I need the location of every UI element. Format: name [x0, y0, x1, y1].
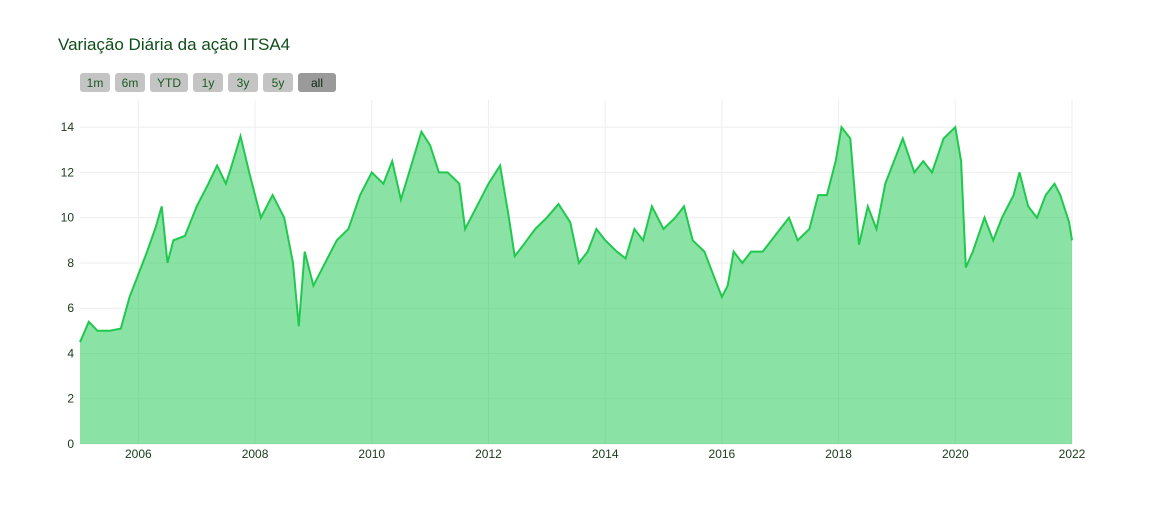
range-button[interactable]: YTD — [150, 73, 188, 92]
button-bg[interactable] — [263, 73, 293, 92]
range-button[interactable]: all — [298, 73, 336, 92]
range-button[interactable]: 6m — [115, 73, 145, 92]
range-button[interactable]: 1y — [193, 73, 223, 92]
y-tick-label: 0 — [67, 437, 74, 451]
area-fill — [80, 127, 1072, 444]
button-label[interactable]: 1y — [202, 76, 215, 90]
chart-title: Variação Diária da ação ITSA4 — [58, 35, 290, 54]
y-tick-label: 2 — [67, 392, 74, 406]
range-button[interactable]: 3y — [228, 73, 258, 92]
button-label[interactable]: 1m — [87, 76, 104, 90]
button-bg[interactable] — [115, 73, 145, 92]
button-bg[interactable] — [193, 73, 223, 92]
area-line — [79, 124, 1073, 343]
button-label[interactable]: YTD — [157, 76, 181, 90]
x-tick-label: 2010 — [358, 447, 385, 461]
button-label[interactable]: all — [311, 76, 323, 90]
button-label[interactable]: 5y — [272, 76, 285, 90]
x-tick-label: 2008 — [242, 447, 269, 461]
button-label[interactable]: 3y — [237, 76, 250, 90]
x-tick-label: 2014 — [592, 447, 619, 461]
y-tick-label: 6 — [67, 301, 74, 315]
x-tick-label: 2022 — [1059, 447, 1086, 461]
x-tick-label: 2018 — [825, 447, 852, 461]
y-tick-label: 8 — [67, 256, 74, 270]
y-tick-label: 12 — [61, 165, 75, 179]
button-label[interactable]: 6m — [122, 76, 139, 90]
x-tick-label: 2016 — [709, 447, 736, 461]
x-tick-label: 2006 — [125, 447, 152, 461]
range-button[interactable]: 1m — [80, 73, 110, 92]
x-tick-label: 2020 — [942, 447, 969, 461]
button-bg[interactable] — [80, 73, 110, 92]
y-tick-label: 4 — [67, 346, 74, 360]
x-tick-label: 2012 — [475, 447, 502, 461]
y-tick-label: 14 — [61, 120, 75, 134]
y-tick-label: 10 — [61, 211, 75, 225]
button-bg[interactable] — [228, 73, 258, 92]
button-bg[interactable] — [298, 73, 336, 92]
range-button[interactable]: 5y — [263, 73, 293, 92]
button-bg[interactable] — [150, 73, 188, 92]
